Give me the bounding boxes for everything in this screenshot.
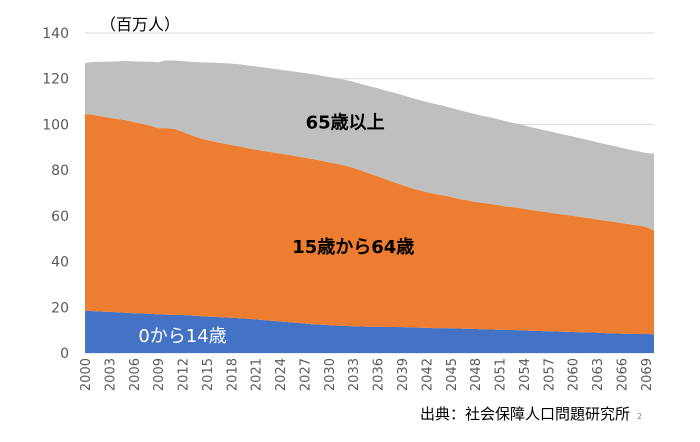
stacked-areas: [85, 60, 654, 353]
x-tick-label: 2006: [128, 358, 143, 391]
x-tick-label: 2039: [396, 358, 411, 391]
area-65歳以上: [85, 60, 654, 231]
series-label: 15歳から64歳: [292, 237, 414, 258]
x-tick-label: 2000: [79, 358, 94, 391]
y-tick-label: 120: [42, 72, 69, 88]
x-axis-ticks: 2000 2003 2006 2009 2012 2015 2018 2021 2024 2027…: [79, 358, 655, 391]
x-tick-label: 2045: [445, 358, 460, 391]
unit-label: （百万人）: [100, 15, 180, 34]
x-tick-label: 2069: [640, 358, 655, 391]
x-tick-label: 2015: [201, 358, 216, 391]
x-tick-label: 2066: [615, 358, 630, 391]
x-tick-label: 2012: [177, 358, 192, 391]
x-tick-label: 2042: [420, 358, 435, 391]
area-0から14歳: [85, 310, 654, 353]
x-tick-label: 2003: [103, 358, 118, 391]
x-tick-label: 2033: [347, 358, 362, 391]
source-note: 出典：社会保障人口問題研究所: [420, 405, 630, 423]
y-tick-label: 40: [51, 255, 69, 271]
page-number: 2: [637, 412, 642, 421]
x-tick-label: 2063: [591, 358, 606, 391]
y-tick-label: 140: [42, 26, 69, 42]
x-tick-label: 2036: [372, 358, 387, 391]
area-15歳から64歳: [85, 113, 654, 335]
y-axis-ticks: 0 20 40 60 80 100 120 140: [42, 26, 69, 362]
y-tick-label: 20: [51, 300, 69, 316]
y-tick-label: 60: [51, 209, 69, 225]
x-tick-label: 2060: [567, 358, 582, 391]
x-tick-label: 2018: [225, 358, 240, 391]
x-tick-label: 2021: [250, 358, 265, 391]
x-tick-label: 2024: [274, 358, 289, 391]
y-tick-label: 80: [51, 163, 69, 179]
y-tick-label: 100: [42, 117, 69, 133]
y-tick-label: 0: [60, 346, 69, 362]
x-tick-label: 2048: [469, 358, 484, 391]
x-tick-label: 2051: [494, 358, 509, 391]
x-tick-label: 2054: [518, 358, 533, 391]
x-tick-label: 2057: [542, 358, 557, 391]
series-label: 65歳以上: [306, 113, 385, 134]
x-tick-label: 2030: [323, 358, 338, 391]
x-tick-label: 2027: [298, 358, 313, 391]
series-labels: 0から14歳 15歳から64歳 65歳以上: [138, 113, 414, 347]
series-label: 0から14歳: [138, 326, 226, 347]
x-tick-label: 2009: [152, 358, 167, 391]
